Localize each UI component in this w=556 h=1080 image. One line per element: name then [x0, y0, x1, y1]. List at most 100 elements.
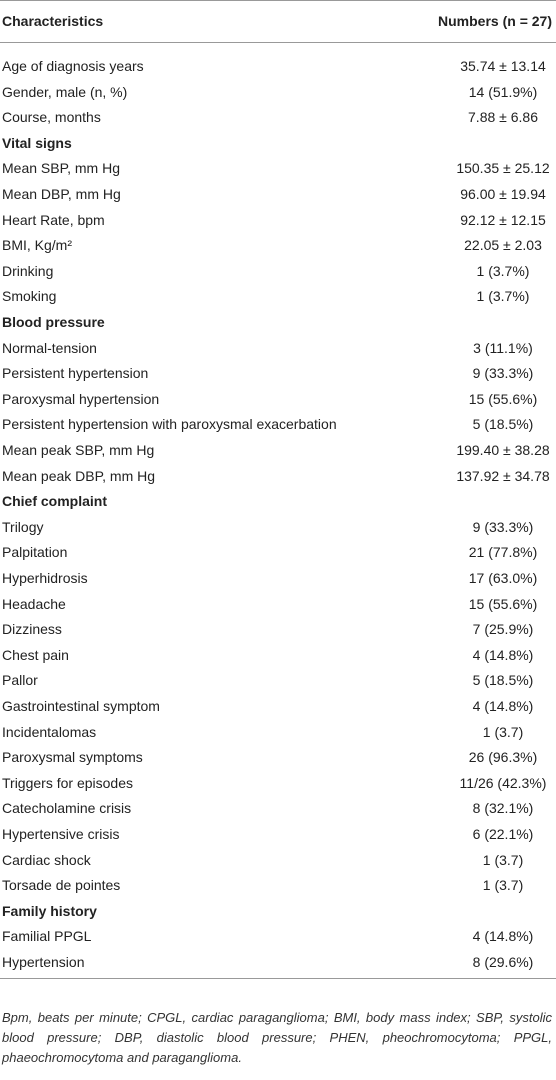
top-rule — [0, 0, 556, 1]
row-label: Mean peak SBP, mm Hg — [2, 442, 155, 458]
table-row: Persistent hypertension with paroxysmal … — [0, 412, 556, 438]
row-label: Gastrointestinal symptom — [2, 698, 160, 714]
header-rule — [0, 42, 556, 43]
table-row: Mean peak DBP, mm Hg 137.92 ± 34.78 — [0, 464, 556, 490]
row-label: Palpitation — [2, 544, 68, 561]
table-row: Chief complaint — [0, 489, 556, 515]
table-row: Drinking 1 (3.7%) — [0, 259, 556, 285]
row-value: 137.92 ± 34.78 — [456, 467, 550, 484]
table-row: Age of diagnosis years 35.74 ± 13.14 — [0, 54, 556, 80]
row-label: Cardiac shock — [2, 851, 91, 868]
row-value: 7.88 ± 6.86 — [468, 109, 538, 126]
row-value: 4 (14.8%) — [472, 646, 534, 663]
section-label: Family history — [2, 902, 97, 919]
row-label: Mean DBP, mm Hg — [2, 186, 121, 202]
row-label: Paroxysmal symptoms — [2, 749, 143, 766]
table-row: Blood pressure — [0, 310, 556, 336]
row-label: Incidentalomas — [2, 723, 97, 740]
row-value: 26 (96.3%) — [468, 749, 538, 766]
row-label: Mean SBP, mm Hg — [2, 160, 121, 177]
table-row: Mean DBP, mm Hg 96.00 ± 19.94 — [0, 182, 556, 208]
row-label: Dizziness — [2, 621, 62, 638]
table-row: Normal-tension 3 (11.1%) — [0, 336, 556, 362]
row-value: 35.74 ± 13.14 — [460, 58, 546, 74]
row-value: 21 (77.8%) — [468, 544, 538, 561]
table-row: Vital signs — [0, 131, 556, 157]
row-value: 8 (32.1%) — [472, 800, 534, 817]
row-value: 5 (18.5%) — [472, 416, 534, 433]
row-value: 1 (3.7) — [482, 851, 524, 868]
header-row: Characteristics Numbers (n = 27) — [0, 0, 556, 42]
row-value: 1 (3.7%) — [476, 262, 530, 279]
row-value: 8 (29.6%) — [472, 954, 534, 970]
header-cell: Characteristics — [2, 13, 104, 29]
row-value: 7 (25.9%) — [472, 621, 534, 638]
table-row: Hypertensive crisis 6 (22.1%) — [0, 822, 556, 848]
section-label: Chief complaint — [2, 493, 108, 510]
table-row: Mean SBP, mm Hg 150.35 ± 25.12 — [0, 156, 556, 182]
table-row: Gender, male (n, %) 14 (51.9%) — [0, 80, 556, 106]
footnote: Bpm, beats per minute; CPGL, cardiac par… — [2, 1010, 552, 1065]
table-row: Family history — [0, 899, 556, 925]
table-row: Headache 15 (55.6%) — [0, 592, 556, 618]
row-label: Age of diagnosis years — [2, 58, 144, 74]
row-label: Heart Rate, bpm — [2, 211, 105, 228]
row-label: Hypertensive crisis — [2, 826, 120, 842]
section-label: Vital signs — [2, 134, 72, 151]
row-value: 3 (11.1%) — [473, 339, 533, 356]
row-label: Trilogy — [2, 518, 44, 535]
row-value: 9 (33.3%) — [472, 518, 534, 535]
table-row: Chest pain 4 (14.8%) — [0, 643, 556, 669]
table-row: Cardiac shock 1 (3.7) — [0, 848, 556, 874]
table-row: Hyperhidrosis 17 (63.0%) — [0, 566, 556, 592]
section-label: Blood pressure — [2, 314, 105, 330]
table-row: Smoking 1 (3.7%) — [0, 284, 556, 310]
table-row: Catecholamine crisis 8 (32.1%) — [0, 796, 556, 822]
table-row: Persistent hypertension 9 (33.3%) — [0, 361, 556, 387]
row-value: 4 (14.8%) — [472, 698, 534, 714]
table-row: Course, months 7.88 ± 6.86 — [0, 105, 556, 131]
table-row: Pallor 5 (18.5%) — [0, 668, 556, 694]
row-label: Gender, male (n, %) — [2, 83, 128, 100]
row-value: 15 (55.6%) — [468, 390, 538, 407]
row-value: 14 (51.9%) — [468, 83, 538, 100]
table-row: Dizziness 7 (25.9%) — [0, 617, 556, 643]
table-row: Trilogy 9 (33.3%) — [0, 515, 556, 541]
row-value: 17 (63.0%) — [468, 570, 538, 586]
row-label: Drinking — [2, 262, 54, 279]
row-label: Torsade de pointes — [2, 877, 121, 894]
row-label: Smoking — [2, 288, 57, 305]
row-label: Mean peak DBP, mm Hg — [2, 467, 156, 484]
header-cell: Numbers (n = 27) — [438, 13, 552, 29]
row-label: BMI, Kg/m² — [2, 237, 73, 254]
row-label: Paroxysmal hypertension — [2, 390, 160, 407]
table-row: Gastrointestinal symptom 4 (14.8%) — [0, 694, 556, 720]
row-label: Hypertension — [2, 954, 85, 970]
row-label: Familial PPGL — [2, 928, 92, 945]
row-value: 1 (3.7%) — [476, 288, 530, 305]
table-row: Paroxysmal symptoms 26 (96.3%) — [0, 745, 556, 771]
table-row: Mean peak SBP, mm Hg 199.40 ± 38.28 — [0, 438, 556, 464]
table-row: Palpitation 21 (77.8%) — [0, 540, 556, 566]
row-label: Triggers for episodes — [2, 774, 133, 791]
row-value: 11/26 (42.3%) — [459, 774, 547, 791]
table-row: Hypertension 8 (29.6%) — [0, 950, 556, 976]
row-value: 6 (22.1%) — [472, 826, 534, 842]
row-label: Catecholamine crisis — [2, 800, 132, 817]
row-label: Persistent hypertension with paroxysmal … — [2, 416, 337, 433]
row-value: 1 (3.7) — [482, 877, 524, 894]
row-label: Normal-tension — [2, 339, 97, 356]
row-value: 4 (14.8%) — [472, 928, 534, 945]
row-value: 1 (3.7) — [482, 723, 524, 740]
row-value: 150.35 ± 25.12 — [456, 160, 550, 177]
row-label: Pallor — [2, 672, 38, 689]
row-label: Hyperhidrosis — [2, 570, 88, 586]
table-row: Familial PPGL 4 (14.8%) — [0, 924, 556, 950]
row-value: 96.00 ± 19.94 — [460, 186, 546, 202]
table-row: Torsade de pointes 1 (3.7) — [0, 873, 556, 899]
table-row: Heart Rate, bpm 92.12 ± 12.15 — [0, 208, 556, 234]
table-row: Incidentalomas 1 (3.7) — [0, 720, 556, 746]
row-value: 15 (55.6%) — [468, 595, 538, 612]
row-value: 9 (33.3%) — [472, 365, 534, 382]
